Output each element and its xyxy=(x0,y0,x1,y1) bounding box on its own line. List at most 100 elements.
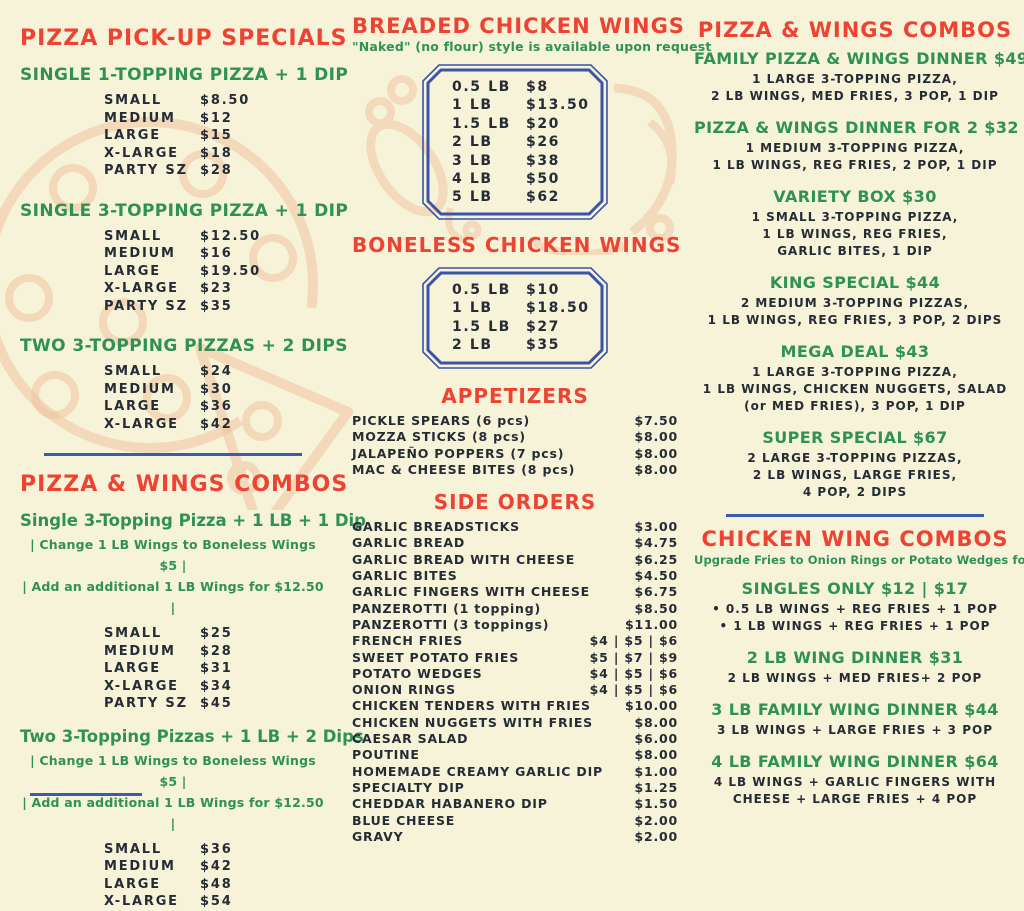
price-label: $42 xyxy=(200,859,233,874)
item-price: $2.00 xyxy=(634,812,678,828)
price-row: X-LARGE $23 xyxy=(104,280,332,298)
item-name: POUTINE xyxy=(352,747,420,763)
price-row: MEDIUM $30 xyxy=(104,381,332,399)
size-label: X-LARGE xyxy=(104,894,179,909)
double-border-frame xyxy=(422,267,608,369)
menu-item-row: ONION RINGS $4 | $5 | $6 xyxy=(352,682,678,698)
price-list: SMALL $12.50 MEDIUM $16 LARGE $19.50 X-L… xyxy=(104,228,332,316)
size-label: X-LARGE xyxy=(104,416,179,432)
price-label: $12.50 xyxy=(200,228,261,244)
combo-heading: 3 LB FAMILY WING DINNER $44 xyxy=(711,700,999,719)
item-name: PICKLE SPEARS (6 pcs) xyxy=(352,413,530,428)
wing-price-row: 5 LB $62 xyxy=(452,188,608,206)
menu-item-row: GARLIC FINGERS WITH CHEESE $6.75 xyxy=(352,584,678,600)
wing-price-row: 1 LB $13.50 xyxy=(452,96,608,114)
price-row: SMALL $8.50 xyxy=(104,92,332,110)
item-name: CAESAR SALAD xyxy=(352,731,469,747)
combo-heading: PIZZA & WINGS DINNER FOR 2 $32 xyxy=(694,118,1019,137)
appetizers-list: PICKLE SPEARS (6 pcs) $7.50 MOZZA STICKS… xyxy=(352,413,678,478)
price-label: $20 xyxy=(526,115,561,132)
weight-label: 1 LB xyxy=(452,300,493,317)
wing-price-row: 4 LB $50 xyxy=(452,170,608,188)
combo-description: 1 SMALL 3-TOPPING PIZZA, 1 LB WINGS, REG… xyxy=(751,210,959,258)
menu-item-row: GARLIC BREAD $4.75 xyxy=(352,535,678,551)
size-label: MEDIUM xyxy=(104,110,176,126)
item-name: POTATO WEDGES xyxy=(352,665,483,681)
two-3-topping-section: TWO 3-TOPPING PIZZAS + 2 DIPS SMALL $24 … xyxy=(20,336,348,433)
price-row: PARTY SZ $35 xyxy=(104,298,332,316)
price-row: MEDIUM $12 xyxy=(104,110,332,128)
wing-price-list: 0.5 LB $8 1 LB $13.50 1.5 LB $20 2 LB $2… xyxy=(452,78,608,207)
item-name: BLUE CHEESE xyxy=(352,812,456,828)
item-price: $8.50 xyxy=(634,600,678,616)
weight-label: 3 LB xyxy=(452,152,493,169)
price-label: $16 xyxy=(200,246,233,261)
wing-combo-item: 2 LB WING DINNER $31 2 LB WINGS + MED FR… xyxy=(694,648,1016,687)
size-label: PARTY SZ xyxy=(104,163,188,178)
combo-heading: 2 LB WING DINNER $31 xyxy=(746,648,964,667)
combo-item: FAMILY PIZZA & WINGS DINNER $49 1 LARGE … xyxy=(694,49,1024,105)
price-label: $42 xyxy=(200,416,233,432)
item-name: PANZEROTTI (1 topping) xyxy=(352,600,542,616)
price-row: MEDIUM $16 xyxy=(104,245,332,263)
size-label: MEDIUM xyxy=(104,381,176,397)
menu-item-row: JALAPEÑO POPPERS (7 pcs) $8.00 xyxy=(352,446,678,462)
menu-item-row: HOMEMADE CREAMY GARLIC DIP $1.00 xyxy=(352,764,678,780)
price-list: SMALL $36 MEDIUM $42 LARGE $48 X-LARGE $… xyxy=(104,841,332,911)
price-row: PARTY SZ $28 xyxy=(104,162,332,180)
combo-description: • 0.5 LB WINGS + REG FRIES + 1 POP • 1 L… xyxy=(712,602,998,633)
size-label: MEDIUM xyxy=(104,643,176,659)
item-name: MAC & CHEESE BITES (8 pcs) xyxy=(352,461,576,477)
price-row: MEDIUM $28 xyxy=(104,643,332,661)
wing-combo-item: 3 LB FAMILY WING DINNER $44 3 LB WINGS +… xyxy=(694,700,1016,739)
price-row: X-LARGE $54 xyxy=(104,893,332,911)
price-label: $35 xyxy=(200,298,233,314)
wing-price-row: 2 LB $35 xyxy=(452,336,608,354)
menu-item-row: BLUE CHEESE $2.00 xyxy=(352,813,678,829)
weight-label: 2 LB xyxy=(452,337,493,354)
price-row: LARGE $31 xyxy=(104,660,332,678)
combo-item: VARIETY BOX $30 1 SMALL 3-TOPPING PIZZA,… xyxy=(694,187,1016,260)
weight-label: 2 LB xyxy=(452,134,493,151)
item-name: CHICKEN NUGGETS WITH FRIES xyxy=(352,714,593,730)
item-price: $4.75 xyxy=(634,535,678,551)
item-price: $5 | $7 | $9 xyxy=(589,649,678,665)
menu-item-row: MOZZA STICKS (8 pcs) $8.00 xyxy=(352,429,678,445)
price-row: X-LARGE $42 xyxy=(104,416,332,434)
price-label: $28 xyxy=(200,643,233,659)
price-label: $36 xyxy=(200,841,233,857)
menu-item-row: POTATO WEDGES $4 | $5 | $6 xyxy=(352,666,678,682)
price-row: LARGE $15 xyxy=(104,127,332,145)
price-label: $26 xyxy=(526,134,561,151)
wings-illustration xyxy=(365,75,677,255)
item-price: $4 | $5 | $6 xyxy=(589,665,678,681)
combo-description: 2 LARGE 3-TOPPING PIZZAS, 2 LB WINGS, LA… xyxy=(747,451,963,499)
price-row: LARGE $48 xyxy=(104,876,332,894)
chicken-wing-combos-title: CHICKEN WING COMBOS xyxy=(701,527,1009,551)
item-name: SPECIALTY DIP xyxy=(352,779,465,795)
price-row: LARGE $36 xyxy=(104,398,332,416)
price-label: $31 xyxy=(200,661,233,676)
menu-item-row: SPECIALTY DIP $1.25 xyxy=(352,780,678,796)
menu-item-row: GRAVY $2.00 xyxy=(352,829,678,845)
boneless-wings-title: BONELESS CHICKEN WINGS xyxy=(352,233,682,257)
item-price: $1.00 xyxy=(634,763,678,779)
combo-item: KING SPECIAL $44 2 MEDIUM 3-TOPPING PIZZ… xyxy=(694,273,1016,329)
price-row: X-LARGE $18 xyxy=(104,145,332,163)
section-divider xyxy=(726,514,984,517)
menu-item-row: SWEET POTATO FRIES $5 | $7 | $9 xyxy=(352,650,678,666)
combo-heading: KING SPECIAL $44 xyxy=(769,273,941,292)
combo-item: PIZZA & WINGS DINNER FOR 2 $32 1 MEDIUM … xyxy=(694,118,1019,174)
price-label: $38 xyxy=(526,152,561,169)
item-price: $3.00 xyxy=(634,519,678,535)
size-label: SMALL xyxy=(104,228,162,244)
combo-heading: Two 3-Topping Pizzas + 1 LB + 2 Dips xyxy=(20,726,364,746)
combo-description: 2 LB WINGS + MED FRIES+ 2 POP xyxy=(727,671,983,685)
pizza-wings-combos-title: PIZZA & WINGS COMBOS xyxy=(20,472,349,497)
price-row: SMALL $12.50 xyxy=(104,228,332,246)
size-label: LARGE xyxy=(104,128,161,143)
item-price: $6.00 xyxy=(634,731,678,747)
appetizers-title: APPETIZERS xyxy=(441,384,589,408)
wing-combo-item: SINGLES ONLY $12 | $17 • 0.5 LB WINGS + … xyxy=(694,579,1016,635)
combo-heading: SINGLES ONLY $12 | $17 xyxy=(741,579,969,598)
